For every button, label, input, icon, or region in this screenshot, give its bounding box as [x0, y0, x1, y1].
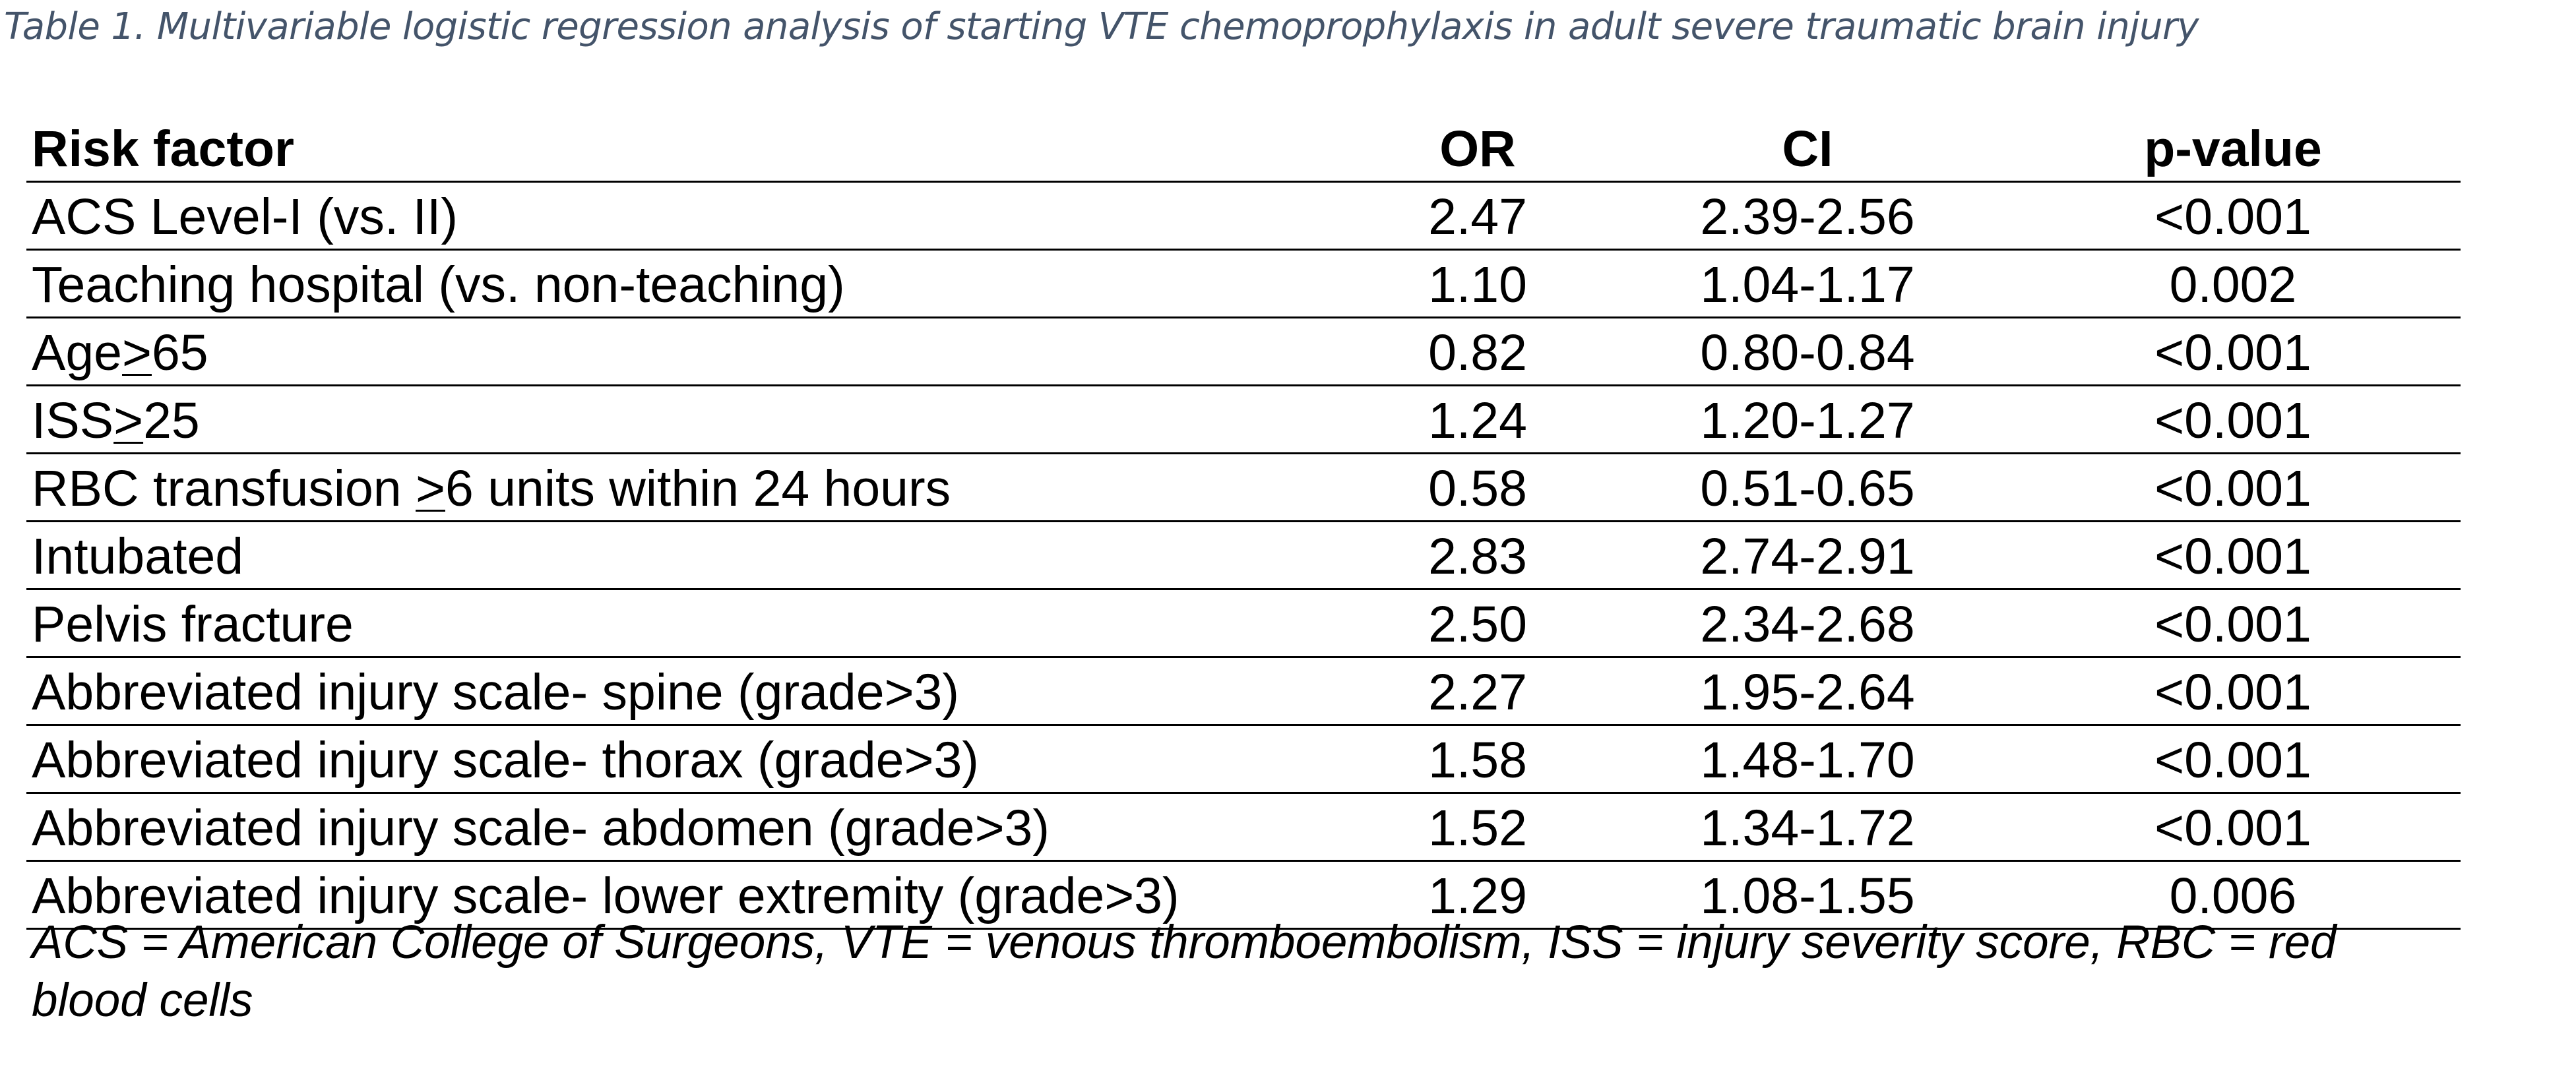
odds-ratio-cell: 0.58: [1346, 453, 1610, 522]
confidence-interval-cell: 1.48-1.70: [1610, 725, 2005, 794]
odds-ratio-cell: 0.82: [1346, 317, 1610, 386]
odds-ratio-cell: 1.58: [1346, 725, 1610, 794]
table-body: ACS Level-I (vs. II) 2.47 2.39-2.56 <0.001 T…: [26, 181, 2461, 930]
table-row: Teaching hospital (vs. non-teaching) 1.10…: [26, 249, 2461, 318]
risk-factor-text: RBC transfusion: [32, 460, 416, 517]
odds-ratio-cell: 2.50: [1346, 589, 1610, 658]
risk-factor-cell: Pelvis fracture: [26, 589, 1346, 658]
table-header-row: Risk factor OR CI p-value: [26, 113, 2461, 183]
table-row: ISS>25 1.24 1.20-1.27 <0.001: [26, 385, 2461, 454]
table-row: Abbreviated injury scale- abdomen (grade…: [26, 793, 2461, 862]
regression-table: Risk factor OR CI p-value ACS Level-I (v…: [26, 113, 2461, 930]
risk-factor-cell: RBC transfusion >6 units within 24 hours: [26, 453, 1346, 522]
risk-factor-text: Pelvis fracture: [32, 596, 354, 653]
confidence-interval-cell: 1.95-2.64: [1610, 657, 2005, 726]
header-or: OR: [1346, 113, 1610, 183]
risk-factor-text: Abbreviated injury scale- spine (grade>3…: [32, 664, 960, 721]
table-row: Intubated 2.83 2.74-2.91 <0.001: [26, 521, 2461, 590]
risk-factor-underlined-symbol: >: [113, 392, 144, 449]
confidence-interval-cell: 1.20-1.27: [1610, 385, 2005, 454]
risk-factor-text: Age: [32, 324, 123, 381]
risk-factor-text: Abbreviated injury scale- lower extremit…: [32, 868, 1179, 924]
risk-factor-cell: ISS>25: [26, 385, 1346, 454]
table-row: RBC transfusion >6 units within 24 hours…: [26, 453, 2461, 522]
table-row: Abbreviated injury scale- thorax (grade>…: [26, 725, 2461, 794]
p-value-cell: <0.001: [2005, 453, 2461, 522]
confidence-interval-cell: 2.74-2.91: [1610, 521, 2005, 590]
risk-factor-underlined-symbol: >: [122, 324, 152, 381]
p-value-cell: <0.001: [2005, 589, 2461, 658]
odds-ratio-cell: 1.24: [1346, 385, 1610, 454]
risk-factor-cell: Intubated: [26, 521, 1346, 590]
risk-factor-cell: Teaching hospital (vs. non-teaching): [26, 249, 1346, 318]
odds-ratio-cell: 1.29: [1346, 860, 1610, 930]
confidence-interval-cell: 1.08-1.55: [1610, 860, 2005, 930]
header-p-value: p-value: [2005, 113, 2461, 183]
risk-factor-cell: Abbreviated injury scale- thorax (grade>…: [26, 725, 1346, 794]
risk-factor-cell: ACS Level-I (vs. II): [26, 181, 1346, 251]
header-risk-factor: Risk factor: [26, 113, 1346, 183]
risk-factor-cell: Age>65: [26, 317, 1346, 386]
p-value-cell: 0.006: [2005, 860, 2461, 930]
p-value-cell: <0.001: [2005, 725, 2461, 794]
table-row: Abbreviated injury scale- lower extremit…: [26, 860, 2461, 930]
risk-factor-text-suffix: 65: [151, 324, 208, 381]
header-ci: CI: [1610, 113, 2005, 183]
table-footnote: ACS = American College of Surgeons, VTE …: [32, 917, 2337, 1027]
odds-ratio-cell: 2.27: [1346, 657, 1610, 726]
p-value-cell: <0.001: [2005, 181, 2461, 251]
confidence-interval-cell: 0.80-0.84: [1610, 317, 2005, 386]
confidence-interval-cell: 0.51-0.65: [1610, 453, 2005, 522]
p-value-cell: <0.001: [2005, 793, 2461, 862]
p-value-cell: 0.002: [2005, 249, 2461, 318]
odds-ratio-cell: 1.10: [1346, 249, 1610, 318]
p-value-cell: <0.001: [2005, 521, 2461, 590]
odds-ratio-cell: 2.83: [1346, 521, 1610, 590]
risk-factor-cell: Abbreviated injury scale- lower extremit…: [26, 860, 1346, 930]
table-row: Age>65 0.82 0.80-0.84 <0.001: [26, 317, 2461, 386]
table-caption: Table 1. Multivariable logistic regressi…: [4, 5, 2199, 48]
confidence-interval-cell: 2.39-2.56: [1610, 181, 2005, 251]
risk-factor-text-suffix: 6 units within 24 hours: [445, 460, 951, 517]
confidence-interval-cell: 1.34-1.72: [1610, 793, 2005, 862]
confidence-interval-cell: 1.04-1.17: [1610, 249, 2005, 318]
risk-factor-text: Abbreviated injury scale- thorax (grade>…: [32, 732, 979, 789]
risk-factor-cell: Abbreviated injury scale- abdomen (grade…: [26, 793, 1346, 862]
p-value-cell: <0.001: [2005, 657, 2461, 726]
risk-factor-cell: Abbreviated injury scale- spine (grade>3…: [26, 657, 1346, 726]
confidence-interval-cell: 2.34-2.68: [1610, 589, 2005, 658]
table-container: Risk factor OR CI p-value ACS Level-I (v…: [26, 113, 2461, 930]
odds-ratio-cell: 2.47: [1346, 181, 1610, 251]
table-row: Pelvis fracture 2.50 2.34-2.68 <0.001: [26, 589, 2461, 658]
risk-factor-text: Teaching hospital (vs. non-teaching): [32, 256, 845, 313]
risk-factor-text: Abbreviated injury scale- abdomen (grade…: [32, 800, 1050, 857]
risk-factor-underlined-symbol: >: [416, 460, 445, 517]
table-row: Abbreviated injury scale- spine (grade>3…: [26, 657, 2461, 726]
table-row: ACS Level-I (vs. II) 2.47 2.39-2.56 <0.001: [26, 181, 2461, 251]
p-value-cell: <0.001: [2005, 385, 2461, 454]
odds-ratio-cell: 1.52: [1346, 793, 1610, 862]
risk-factor-text-suffix: 25: [143, 392, 200, 449]
risk-factor-text: ACS Level-I (vs. II): [32, 189, 458, 245]
p-value-cell: <0.001: [2005, 317, 2461, 386]
risk-factor-text: ISS: [32, 392, 114, 449]
risk-factor-text: Intubated: [32, 528, 244, 585]
